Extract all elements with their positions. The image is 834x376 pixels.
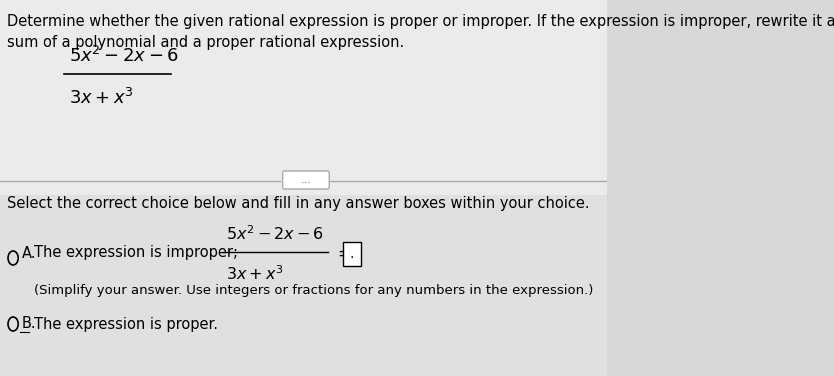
Text: $5x^2 - 2x - 6$: $5x^2 - 2x - 6$ <box>226 224 324 243</box>
Text: $3x + x^3$: $3x + x^3$ <box>226 264 284 283</box>
FancyBboxPatch shape <box>343 242 360 266</box>
FancyBboxPatch shape <box>0 195 607 376</box>
Text: A.: A. <box>22 246 37 261</box>
Text: $=$: $=$ <box>334 244 351 262</box>
Text: Determine whether the given rational expression is proper or improper. If the ex: Determine whether the given rational exp… <box>8 14 834 50</box>
Text: $5x^2 - 2x - 6$: $5x^2 - 2x - 6$ <box>69 46 179 66</box>
FancyBboxPatch shape <box>283 171 329 189</box>
Text: B.: B. <box>22 317 37 332</box>
Text: Select the correct choice below and fill in any answer boxes within your choice.: Select the correct choice below and fill… <box>8 196 590 211</box>
Text: $3x + x^3$: $3x + x^3$ <box>69 88 133 108</box>
Text: The expression is improper;: The expression is improper; <box>33 246 238 261</box>
Text: (Simplify your answer. Use integers or fractions for any numbers in the expressi: (Simplify your answer. Use integers or f… <box>33 284 593 297</box>
Text: The expression is proper.: The expression is proper. <box>33 317 218 332</box>
Text: ...: ... <box>300 175 311 185</box>
Text: .: . <box>349 247 354 261</box>
FancyBboxPatch shape <box>0 0 607 195</box>
